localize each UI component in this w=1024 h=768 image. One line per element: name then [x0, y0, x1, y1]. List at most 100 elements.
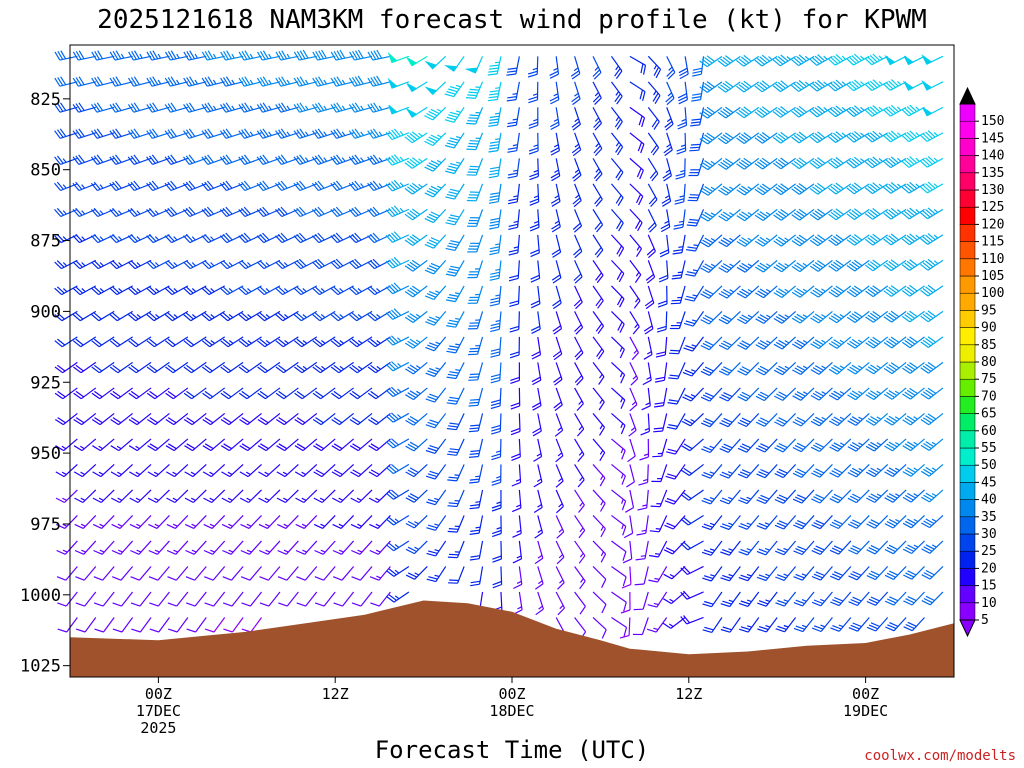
wind-barb [56, 566, 78, 581]
x-tick-label: 18DEC [489, 702, 534, 720]
wind-barb [466, 209, 484, 227]
wind-barb [682, 362, 704, 377]
colorbar-tick-label: 115 [981, 235, 1004, 250]
wind-barb [865, 438, 889, 452]
wind-barb [629, 183, 644, 206]
wind-barb [883, 156, 907, 169]
wind-barb [736, 259, 760, 273]
wind-barb [128, 387, 152, 400]
wind-barb [333, 591, 355, 607]
wind-barb [809, 54, 833, 66]
wind-barb [312, 412, 336, 426]
wind-barb [654, 387, 668, 408]
wind-barb [551, 260, 562, 284]
wind-barb [552, 336, 563, 361]
wind-barb [718, 234, 741, 248]
wind-barb [508, 260, 520, 282]
wind-barb [90, 233, 115, 244]
wind-barb [883, 259, 907, 272]
wind-barb [166, 515, 189, 529]
wind-barb [902, 540, 925, 555]
wind-barb [183, 285, 207, 296]
wind-barb [755, 285, 778, 299]
wind-barb [772, 131, 796, 144]
x-axis-label: Forecast Time (UTC) [375, 736, 650, 764]
wind-barb [130, 591, 152, 607]
wind-barb [506, 81, 520, 102]
wind-barb [592, 362, 605, 385]
wind-barb [348, 180, 373, 192]
wind-barb [426, 566, 447, 583]
wind-barb [720, 617, 741, 633]
wind-barb [592, 234, 604, 258]
wind-barb [258, 489, 281, 504]
wind-barb [573, 260, 583, 284]
wind-barb [611, 514, 627, 536]
wind-barb [312, 76, 336, 87]
wind-barb [793, 515, 815, 530]
wind-barb [146, 207, 170, 218]
colorbar-swatch [959, 327, 976, 346]
wind-barb [902, 515, 925, 529]
colorbar-tick-label: 95 [981, 303, 997, 318]
wind-barb [385, 438, 410, 449]
wind-barb [592, 566, 607, 588]
wind-barb [592, 387, 605, 411]
wind-barb [828, 156, 852, 169]
wind-barb [464, 56, 484, 74]
wind-barb [827, 131, 852, 144]
wind-barb [488, 158, 502, 179]
wind-barb [221, 464, 244, 478]
wind-barb [241, 617, 263, 633]
wind-barb [811, 591, 833, 607]
wind-barb [700, 285, 723, 299]
wind-barb [629, 311, 640, 335]
wind-barb [775, 566, 797, 581]
wind-barb [183, 336, 207, 348]
x-tick-label: 17DEC [136, 702, 181, 720]
wind-barb [368, 412, 391, 426]
wind-barb [128, 412, 152, 426]
wind-barb [921, 80, 944, 91]
wind-barb [293, 232, 318, 244]
wind-barb [313, 464, 336, 478]
wind-barb [773, 234, 796, 247]
wind-barb [109, 207, 133, 218]
wind-barb [846, 285, 870, 298]
wind-barb [468, 413, 484, 433]
wind-barb [127, 180, 152, 192]
wind-barb [572, 158, 582, 182]
wind-barb [791, 80, 815, 92]
wind-barbs-layer [54, 49, 944, 641]
wind-barb [920, 258, 944, 271]
wind-barb [550, 183, 561, 207]
wind-barb [445, 234, 465, 251]
wind-barb [165, 412, 189, 426]
wind-barb [660, 209, 671, 233]
wind-barb [549, 56, 560, 79]
wind-barb [686, 234, 705, 252]
wind-barb [467, 234, 484, 253]
wind-barb [829, 515, 852, 530]
wind-barb [774, 387, 797, 401]
wind-barb [405, 515, 428, 529]
wind-barb [513, 566, 523, 590]
wind-barb [629, 260, 642, 283]
wind-barb [791, 234, 815, 247]
wind-barb [866, 540, 889, 555]
wind-barb [810, 412, 833, 427]
wind-barb [828, 285, 852, 298]
wind-barb [109, 310, 133, 322]
wind-barb [445, 158, 465, 175]
wind-barb [387, 51, 410, 64]
wind-barb [682, 387, 704, 402]
wind-barb [528, 107, 539, 129]
wind-barb [688, 158, 705, 177]
wind-barb [828, 336, 852, 349]
wind-barb [349, 412, 373, 426]
wind-barb [256, 180, 281, 192]
wind-barb [921, 566, 944, 580]
colorbar-swatch [959, 206, 976, 225]
wind-barb [257, 336, 281, 348]
